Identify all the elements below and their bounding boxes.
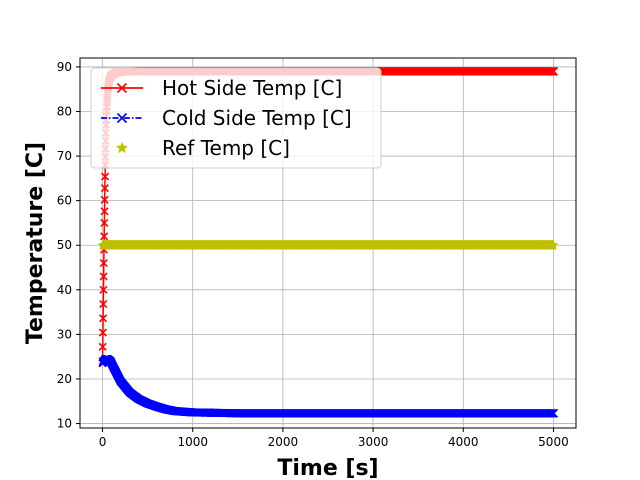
data-point-x [98,342,107,351]
data-point-x [99,272,108,281]
data-point-x [100,218,109,228]
series-2 [98,354,559,418]
data-point-x [100,184,109,193]
data-point-x [99,314,108,323]
data-point-x [99,258,108,268]
data-point-x [100,207,109,216]
series-markers [98,354,559,418]
data-point-x [98,328,107,337]
data-point-x [101,172,110,181]
data-point-x [100,232,109,241]
data-point-x [99,300,108,309]
data-point-x [100,195,109,204]
data-point-x [548,66,559,76]
data-point-x [99,285,108,294]
